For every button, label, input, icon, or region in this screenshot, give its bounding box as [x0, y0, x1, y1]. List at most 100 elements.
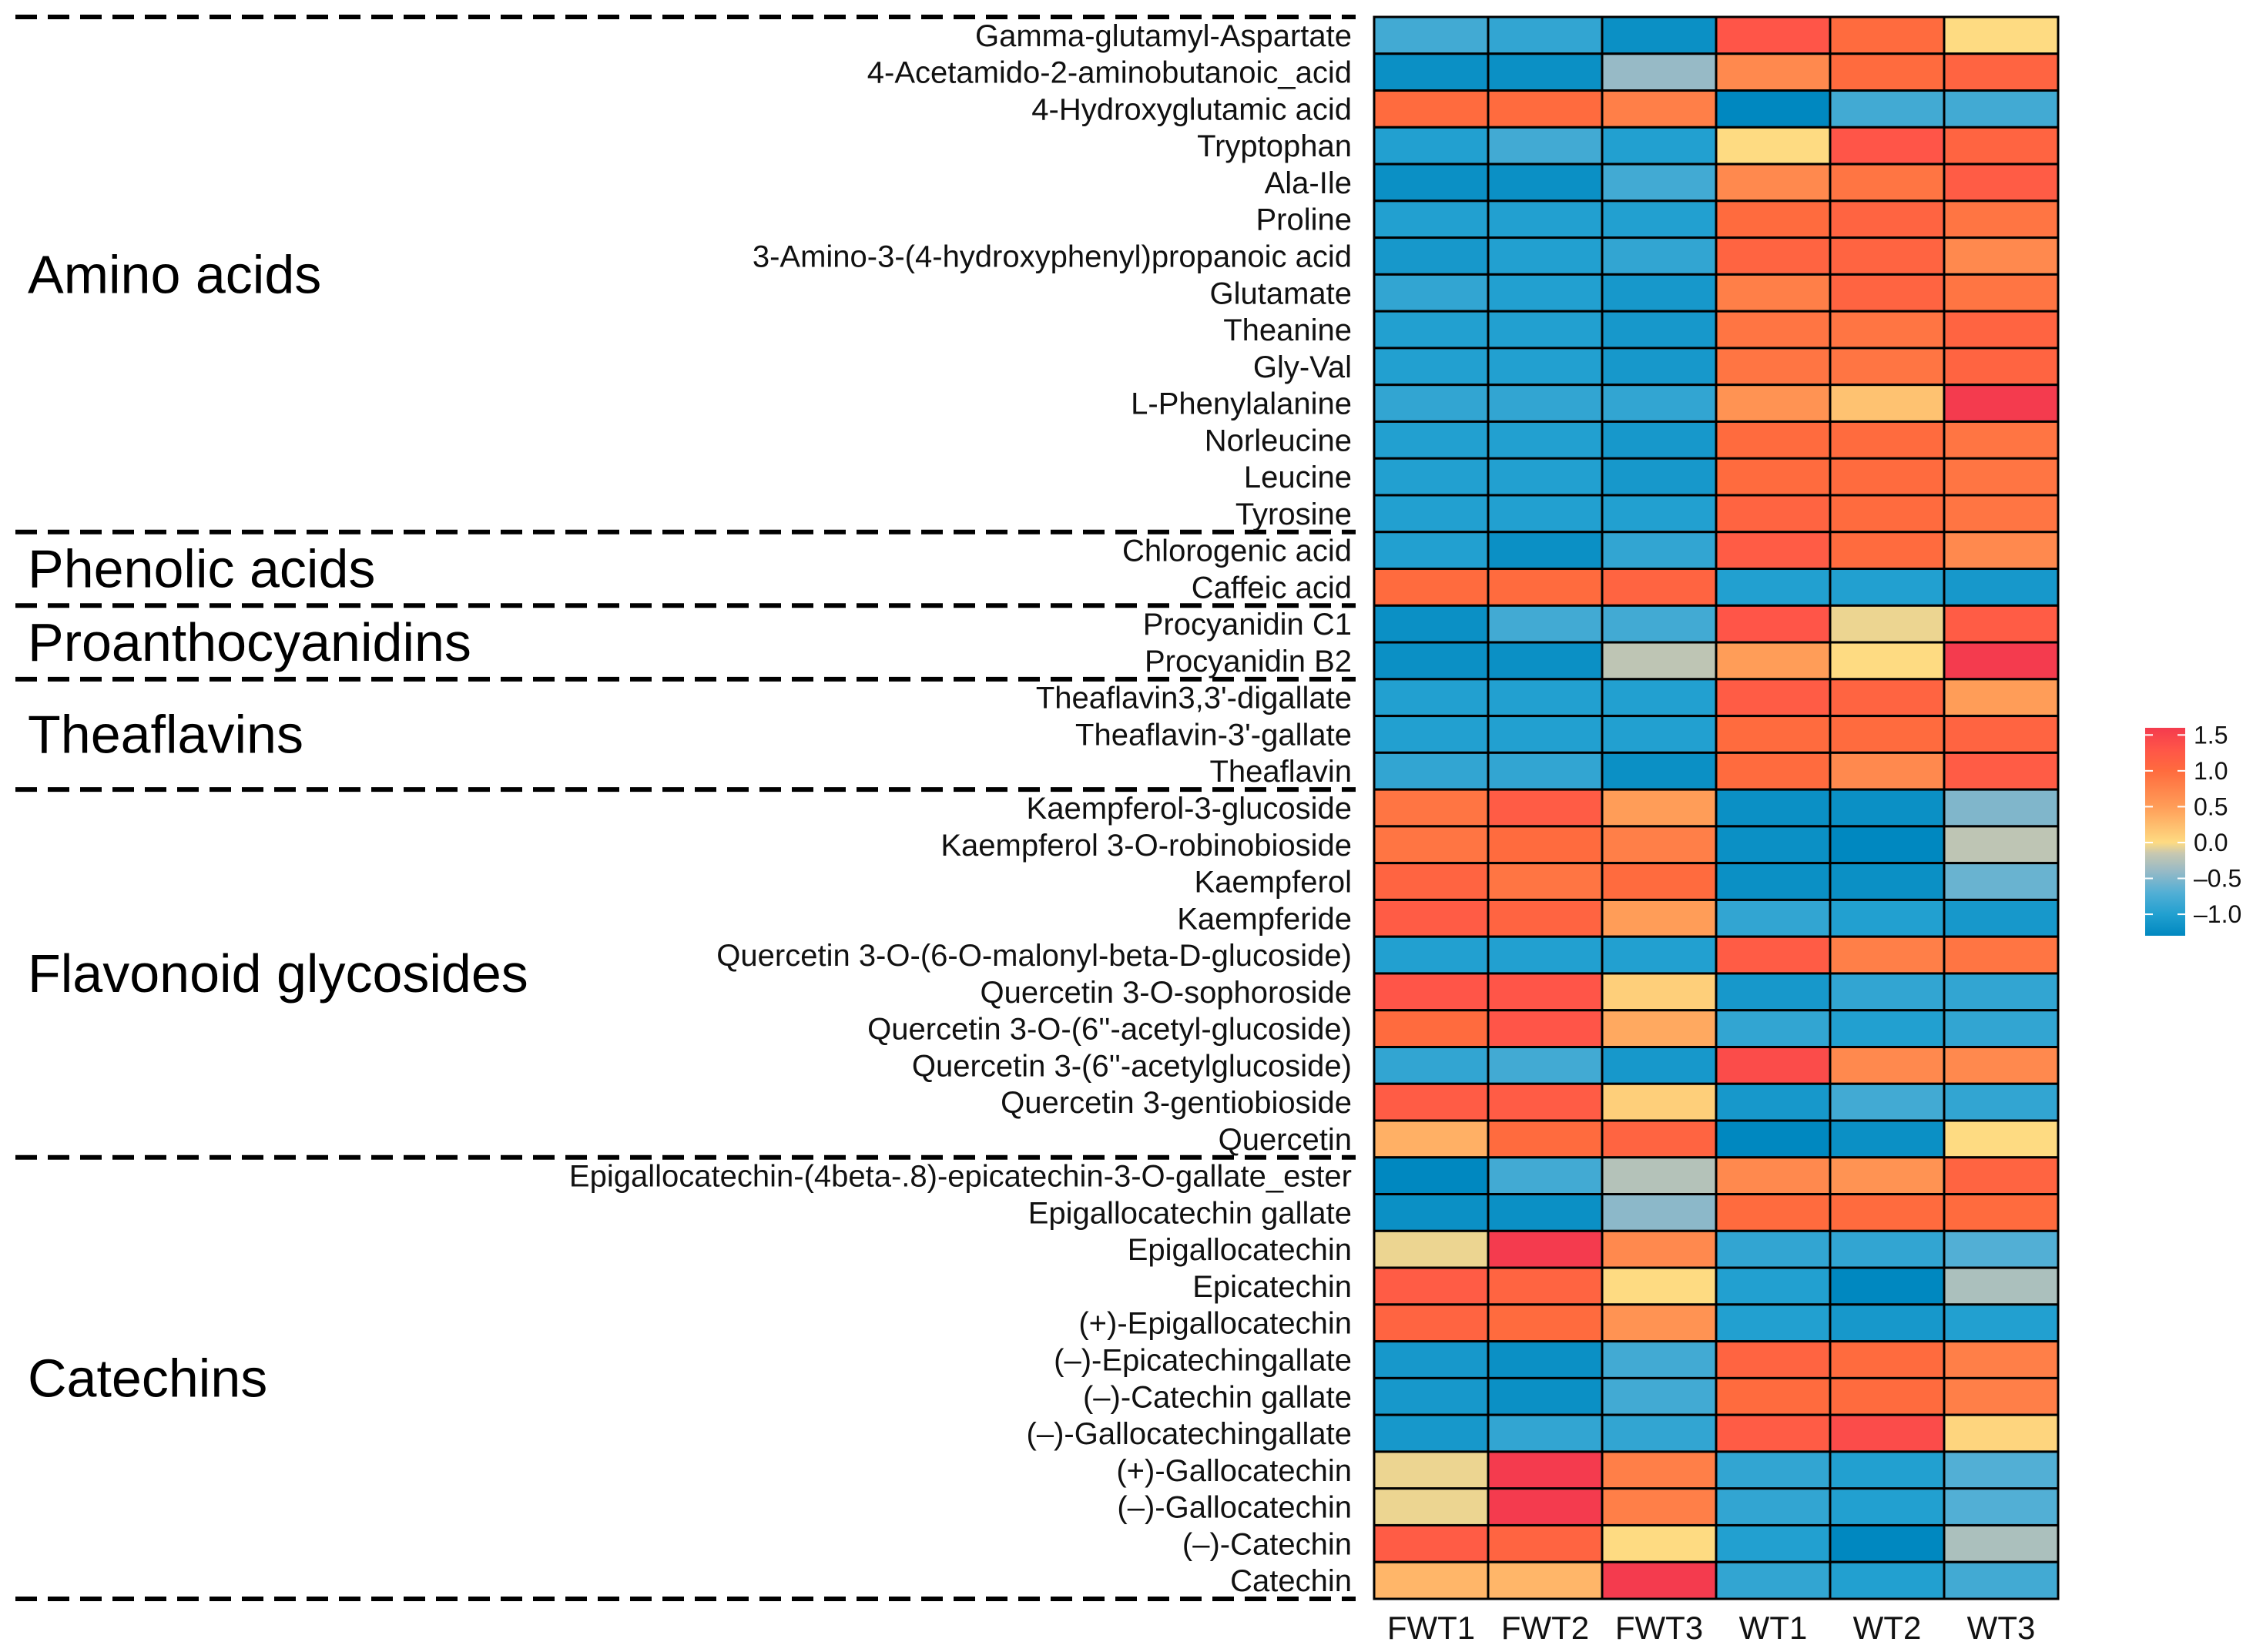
row-label: Norleucine — [1205, 424, 1352, 457]
column-label: WT2 — [1853, 1610, 1922, 1646]
heatmap-cell — [1601, 825, 1718, 865]
heatmap-cell — [1829, 935, 1946, 975]
heatmap-cell — [1829, 531, 1946, 571]
heatmap-cell — [1943, 1303, 2060, 1343]
heatmap-cell — [1943, 935, 2060, 975]
heatmap-cell — [1601, 89, 1718, 129]
heatmap-cell — [1715, 1193, 1832, 1232]
heatmap-cell — [1715, 310, 1832, 350]
heatmap-cell — [1829, 751, 1946, 791]
heatmap-cell — [1829, 457, 1946, 497]
heatmap-cell — [1601, 1156, 1718, 1196]
heatmap-cell — [1715, 531, 1832, 571]
heatmap-cell — [1943, 641, 2060, 681]
row-label: (+)-Gallocatechin — [1116, 1454, 1352, 1488]
heatmap-cell — [1715, 420, 1832, 460]
heatmap-cell — [1715, 788, 1832, 828]
heatmap-cell — [1601, 531, 1718, 571]
heatmap-cell — [1943, 862, 2060, 901]
heatmap-cell — [1829, 678, 1946, 718]
heatmap-cell — [1373, 825, 1490, 865]
heatmap-cell — [1715, 1376, 1832, 1416]
heatmap-cell — [1601, 457, 1718, 497]
heatmap-cell — [1487, 1266, 1604, 1306]
heatmap-cell — [1715, 1303, 1832, 1343]
heatmap-cell — [1487, 862, 1604, 901]
heatmap-cell — [1715, 1340, 1832, 1379]
heatmap-cell — [1829, 126, 1946, 166]
heatmap-cell — [1601, 1082, 1718, 1122]
row-label: Glutamate — [1209, 276, 1352, 310]
heatmap-cell — [1487, 1229, 1604, 1269]
heatmap-cell — [1601, 604, 1718, 644]
heatmap-cell — [1943, 1523, 2060, 1563]
heatmap-cell — [1829, 641, 1946, 681]
heatmap-cell — [1487, 273, 1604, 313]
heatmap-cell — [1943, 273, 2060, 313]
heatmap-cell — [1601, 1523, 1718, 1563]
heatmap-cell — [1487, 1450, 1604, 1490]
heatmap-cell — [1829, 568, 1946, 607]
heatmap-cell — [1715, 52, 1832, 92]
heatmap-cell — [1373, 935, 1490, 975]
row-label: (–)-Gallocatechin — [1117, 1491, 1352, 1525]
heatmap-cell — [1829, 15, 1946, 55]
heatmap-cell — [1487, 531, 1604, 571]
heatmap-cell — [1373, 1487, 1490, 1526]
heatmap-cell — [1829, 1266, 1946, 1306]
heatmap-cell — [1373, 15, 1490, 55]
heatmap-cell — [1601, 862, 1718, 901]
heatmap-cell — [1829, 1523, 1946, 1563]
row-label: 4-Hydroxyglutamic acid — [1031, 92, 1352, 126]
heatmap-cell — [1943, 199, 2060, 240]
heatmap-cell — [1829, 1376, 1946, 1416]
legend-tick-label: 1.5 — [2194, 721, 2228, 749]
heatmap-cell — [1943, 347, 2060, 387]
heatmap-cell — [1487, 163, 1604, 203]
heatmap-cell — [1373, 199, 1490, 240]
row-label: Epicatechin — [1192, 1270, 1352, 1304]
heatmap-cell — [1943, 1487, 2060, 1526]
heatmap-cell — [1715, 1523, 1832, 1563]
row-label: Procyanidin C1 — [1143, 608, 1352, 642]
heatmap-cell — [1829, 1045, 1946, 1085]
row-label: Epigallocatechin — [1128, 1233, 1352, 1267]
heatmap-cell — [1829, 788, 1946, 828]
heatmap-cell — [1373, 788, 1490, 828]
heatmap-cell — [1487, 1156, 1604, 1196]
heatmap-cell — [1715, 825, 1832, 865]
row-label: Quercetin 3-(6''-acetylglucoside) — [912, 1049, 1352, 1083]
legend-tick-label: –1.0 — [2194, 900, 2241, 928]
heatmap-cell — [1487, 126, 1604, 166]
heatmap-cell — [1715, 163, 1832, 203]
heatmap-cell — [1601, 935, 1718, 975]
heatmap-cell — [1943, 52, 2060, 92]
heatmap-cell — [1829, 163, 1946, 203]
heatmap-cell — [1601, 1229, 1718, 1269]
heatmap-cell — [1943, 494, 2060, 534]
heatmap-cell — [1487, 347, 1604, 387]
heatmap-cell — [1829, 1082, 1946, 1122]
heatmap-cell — [1373, 972, 1490, 1012]
heatmap-cell — [1943, 972, 2060, 1012]
heatmap-cell — [1829, 1450, 1946, 1490]
heatmap-cell — [1601, 972, 1718, 1012]
heatmap-cell — [1829, 1487, 1946, 1526]
heatmap-cell — [1829, 1156, 1946, 1196]
heatmap-cell — [1601, 310, 1718, 350]
heatmap-cell — [1487, 236, 1604, 276]
legend-color-bar — [2145, 728, 2185, 936]
row-label: Chlorogenic acid — [1122, 534, 1352, 568]
heatmap-cell — [1943, 310, 2060, 350]
heatmap-cell — [1943, 531, 2060, 571]
row-label: (+)-Epigallocatechin — [1078, 1307, 1352, 1341]
heatmap-cell — [1487, 15, 1604, 55]
heatmap-cell — [1715, 751, 1832, 791]
heatmap-cell — [1487, 751, 1604, 791]
heatmap-cell — [1601, 236, 1718, 276]
heatmap-cell — [1487, 1082, 1604, 1122]
heatmap-cell — [1373, 1560, 1490, 1600]
row-label: Quercetin — [1219, 1123, 1352, 1157]
heatmap-cell — [1601, 1560, 1718, 1600]
heatmap-cell — [1715, 1413, 1832, 1453]
